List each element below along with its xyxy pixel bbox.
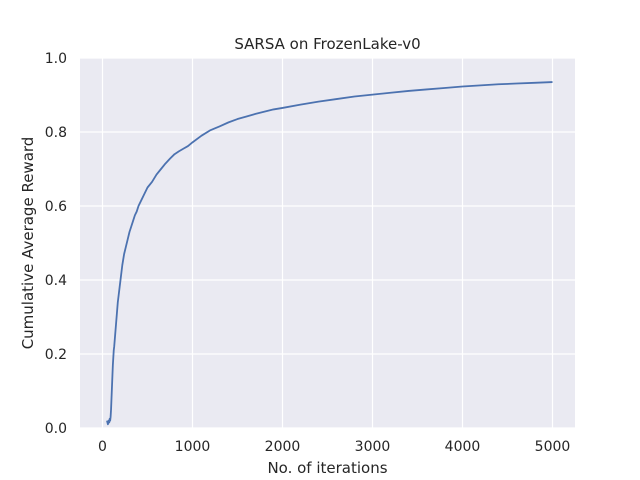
y-axis-label: Cumulative Average Reward — [19, 137, 37, 350]
y-gridlines — [80, 57, 575, 429]
x-tick-labels: 0 1000 2000 3000 4000 5000 — [98, 439, 570, 455]
x-tick-label: 3000 — [355, 439, 391, 455]
series-line — [106, 81, 553, 426]
x-tick-label: 5000 — [535, 439, 571, 455]
chart-title: SARSA on FrozenLake-v0 — [234, 35, 420, 53]
x-axis-label: No. of iterations — [267, 459, 387, 477]
y-tick-label: 1.0 — [45, 51, 67, 67]
y-tick-label: 0.4 — [45, 273, 67, 289]
x-tick-label: 0 — [98, 439, 107, 455]
y-tick-label: 0.6 — [45, 199, 67, 215]
x-gridlines — [101, 58, 554, 428]
x-tick-label: 4000 — [445, 439, 481, 455]
y-tick-label: 0.0 — [45, 421, 67, 437]
y-tick-labels: 0.0 0.2 0.4 0.6 0.8 1.0 — [45, 51, 67, 437]
plot-area — [80, 58, 575, 428]
y-tick-label: 0.2 — [45, 347, 67, 363]
y-tick-label: 0.8 — [45, 125, 67, 141]
x-tick-label: 2000 — [265, 439, 301, 455]
x-tick-label: 1000 — [175, 439, 211, 455]
